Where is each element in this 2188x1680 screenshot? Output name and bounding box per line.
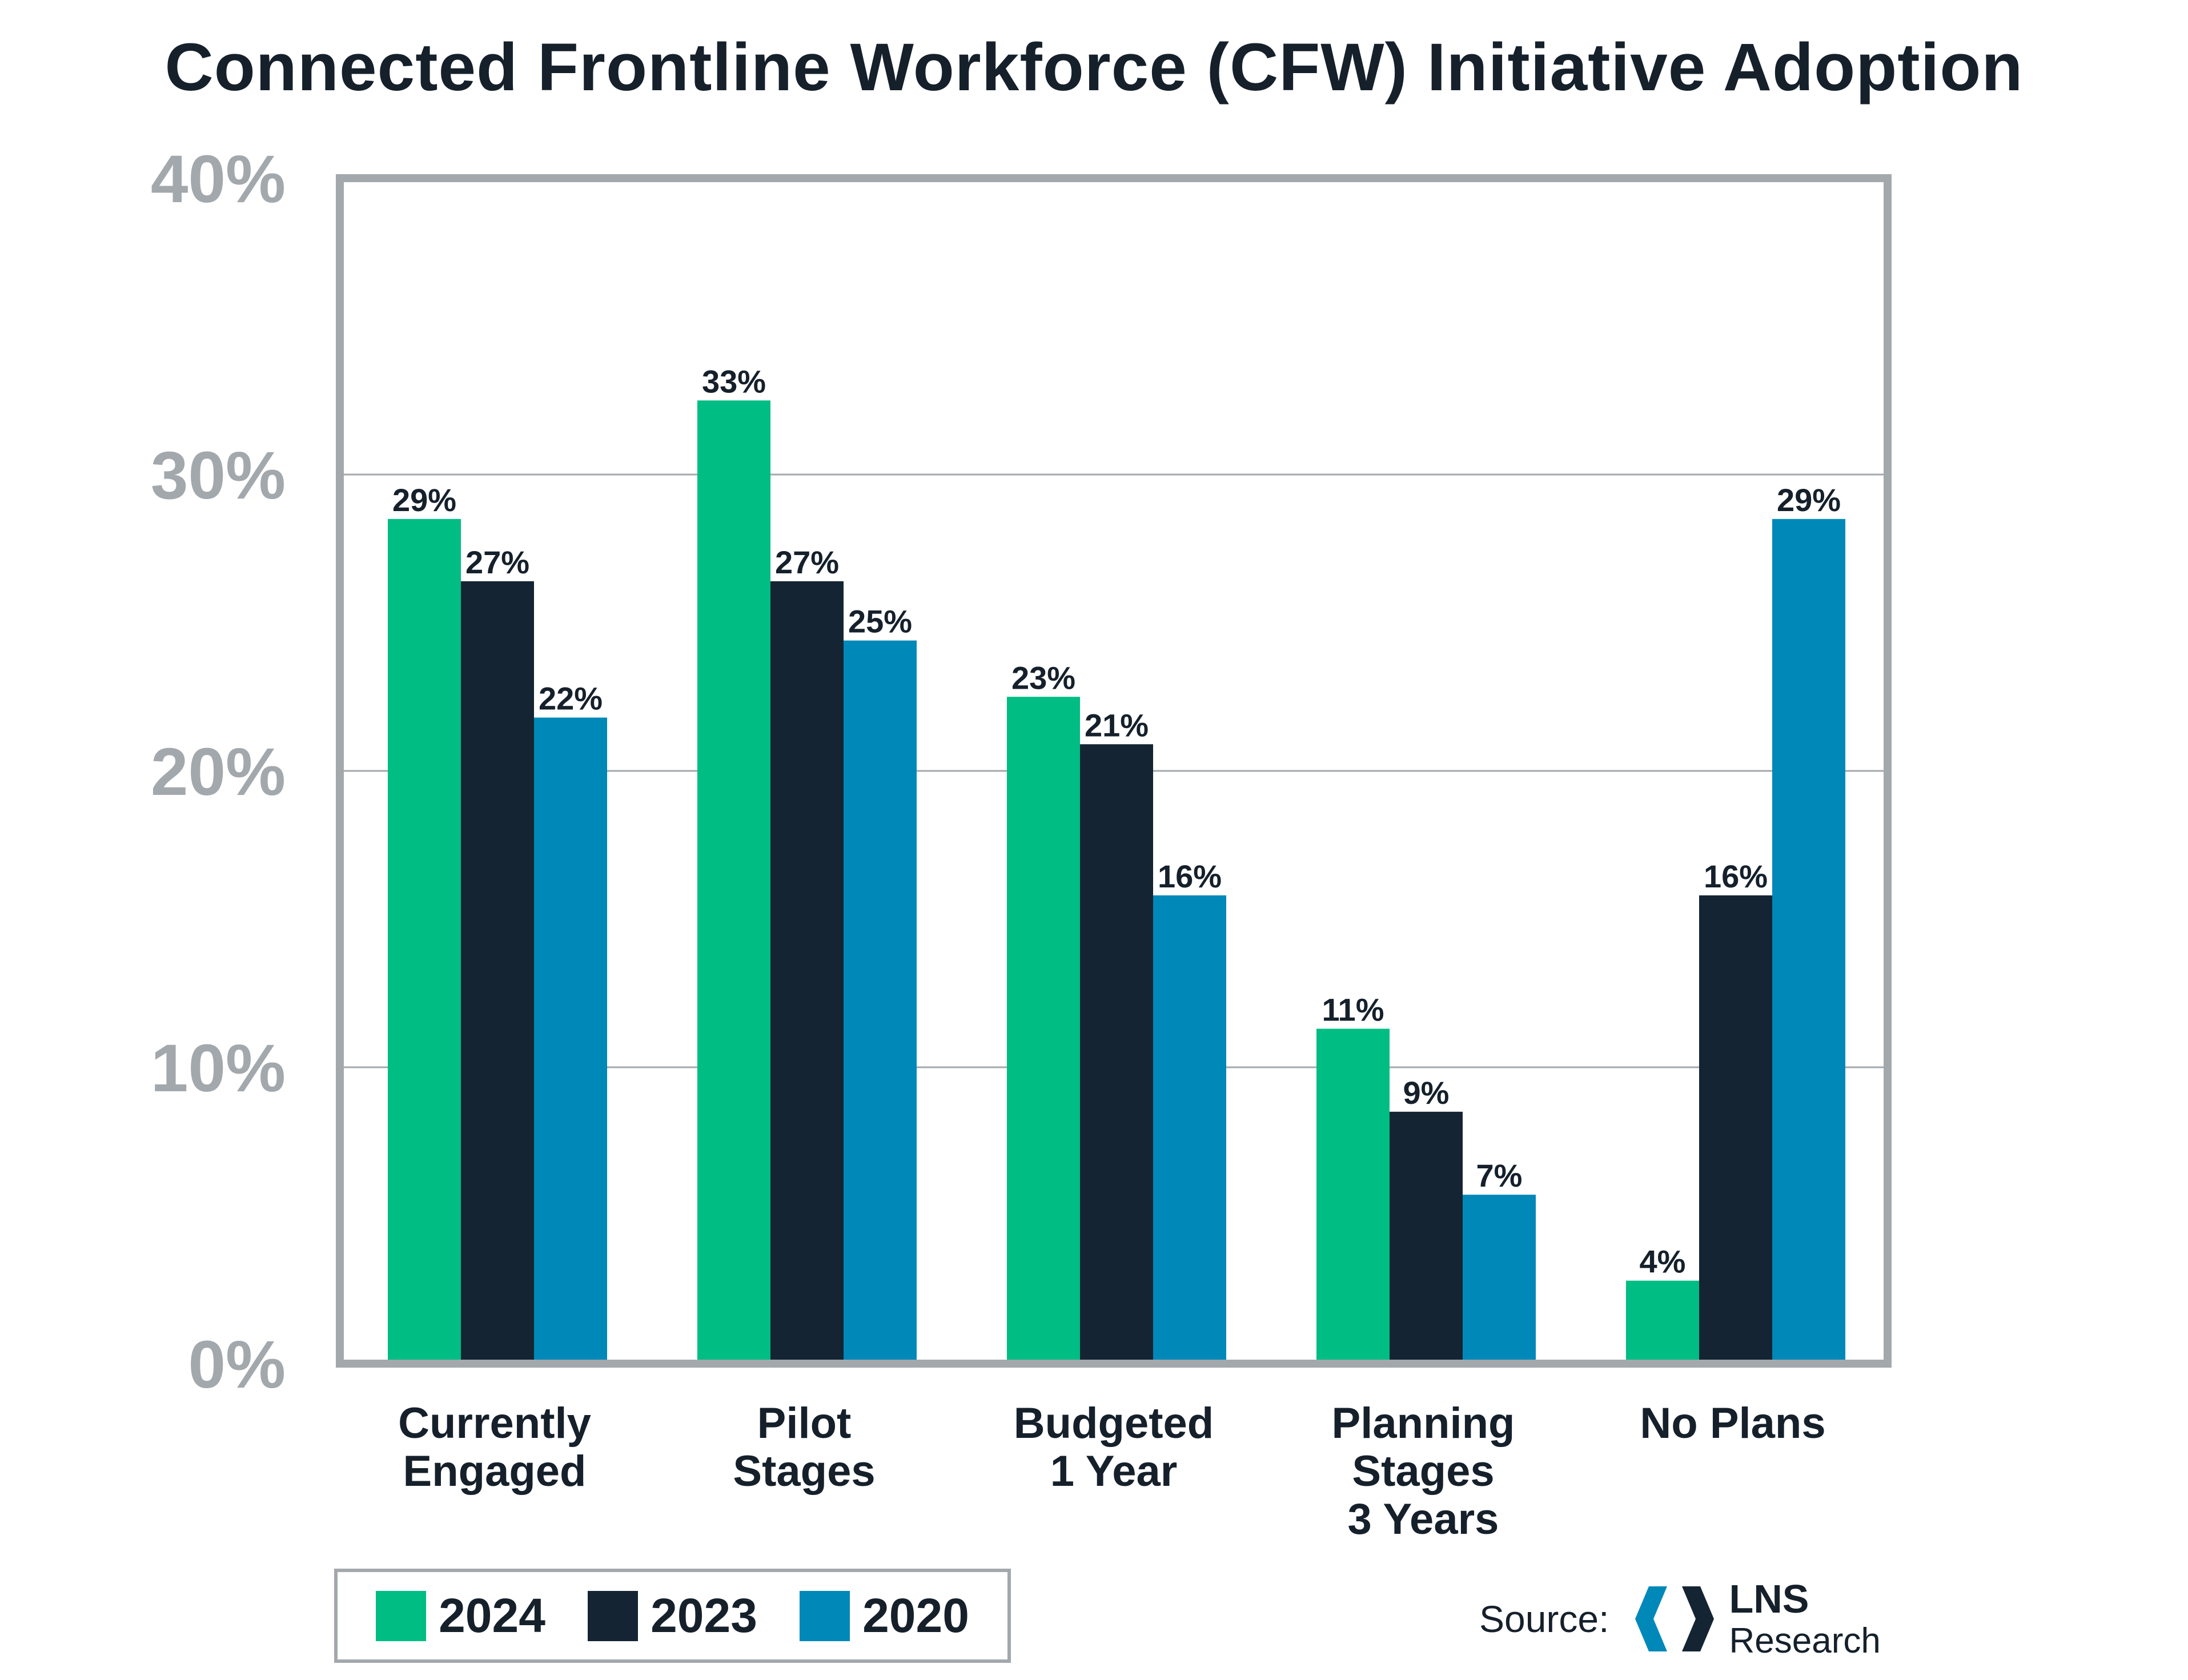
- category-label: Stages: [1352, 1447, 1494, 1496]
- bar: [1772, 519, 1845, 1364]
- bar: [770, 581, 844, 1364]
- bar: [697, 400, 770, 1364]
- legend-item: 2024: [376, 1588, 545, 1643]
- bar: [1153, 895, 1226, 1364]
- data-label: 9%: [1403, 1075, 1450, 1111]
- bar: [1316, 1028, 1390, 1364]
- category-label: 1 Year: [1050, 1447, 1178, 1496]
- logo-name: LNS: [1729, 1577, 1809, 1621]
- category-label: Engaged: [403, 1447, 587, 1496]
- data-label: 4%: [1640, 1244, 1686, 1280]
- y-tick-label: 20%: [151, 734, 286, 810]
- data-label: 29%: [392, 482, 456, 518]
- logo-subtitle: Research: [1729, 1621, 1881, 1661]
- chart-title: Connected Frontline Workforce (CFW) Init…: [164, 30, 2024, 105]
- lns-logo-icon: [1635, 1586, 1715, 1651]
- legend-label: 2024: [439, 1589, 545, 1642]
- bar: [844, 640, 917, 1364]
- legend-swatch: [588, 1590, 639, 1641]
- legend-swatch: [376, 1590, 427, 1641]
- legend: 2024 2023 2020: [334, 1569, 1011, 1663]
- y-tick-label: 30%: [151, 438, 286, 513]
- source-label: Source:: [1479, 1598, 1609, 1640]
- data-label: 27%: [465, 544, 529, 580]
- data-label: 7%: [1476, 1157, 1523, 1193]
- data-label: 23%: [1011, 660, 1075, 696]
- data-label: 25%: [848, 604, 912, 640]
- category-label: Planning: [1332, 1399, 1515, 1448]
- bar: [1699, 895, 1772, 1364]
- legend-swatch: [800, 1590, 850, 1641]
- category-label: 3 Years: [1348, 1495, 1499, 1544]
- bar: [388, 519, 461, 1364]
- y-tick-label: 10%: [151, 1031, 286, 1106]
- bar: [1007, 697, 1080, 1364]
- bar: [1390, 1111, 1463, 1364]
- category-label: No Plans: [1640, 1399, 1825, 1448]
- legend-label: 2020: [862, 1589, 969, 1642]
- category-label: Pilot: [757, 1399, 852, 1448]
- legend-item: 2020: [800, 1588, 969, 1643]
- plot-frame: [336, 174, 1892, 1368]
- bar: [1463, 1195, 1536, 1364]
- category-label: Budgeted: [1014, 1399, 1214, 1448]
- bar: [461, 581, 534, 1364]
- source-credit: Source: LNS Research: [1479, 1577, 1881, 1661]
- bar: [1626, 1280, 1699, 1364]
- category-label: Currently: [398, 1399, 591, 1448]
- category-label: Stages: [733, 1447, 875, 1496]
- data-label: 16%: [1158, 858, 1222, 894]
- data-label: 11%: [1322, 992, 1384, 1028]
- legend-item: 2023: [588, 1588, 757, 1643]
- data-label: 21%: [1085, 707, 1149, 743]
- legend-label: 2023: [651, 1589, 757, 1642]
- bar: [534, 717, 607, 1364]
- data-label: 22%: [539, 681, 603, 717]
- y-tick-label: 0%: [188, 1327, 286, 1402]
- y-tick-label: 40%: [151, 142, 286, 217]
- bar: [1080, 744, 1153, 1364]
- data-label: 33%: [702, 363, 766, 399]
- data-label: 16%: [1704, 858, 1768, 894]
- data-label: 27%: [775, 544, 839, 580]
- data-label: 29%: [1777, 482, 1841, 518]
